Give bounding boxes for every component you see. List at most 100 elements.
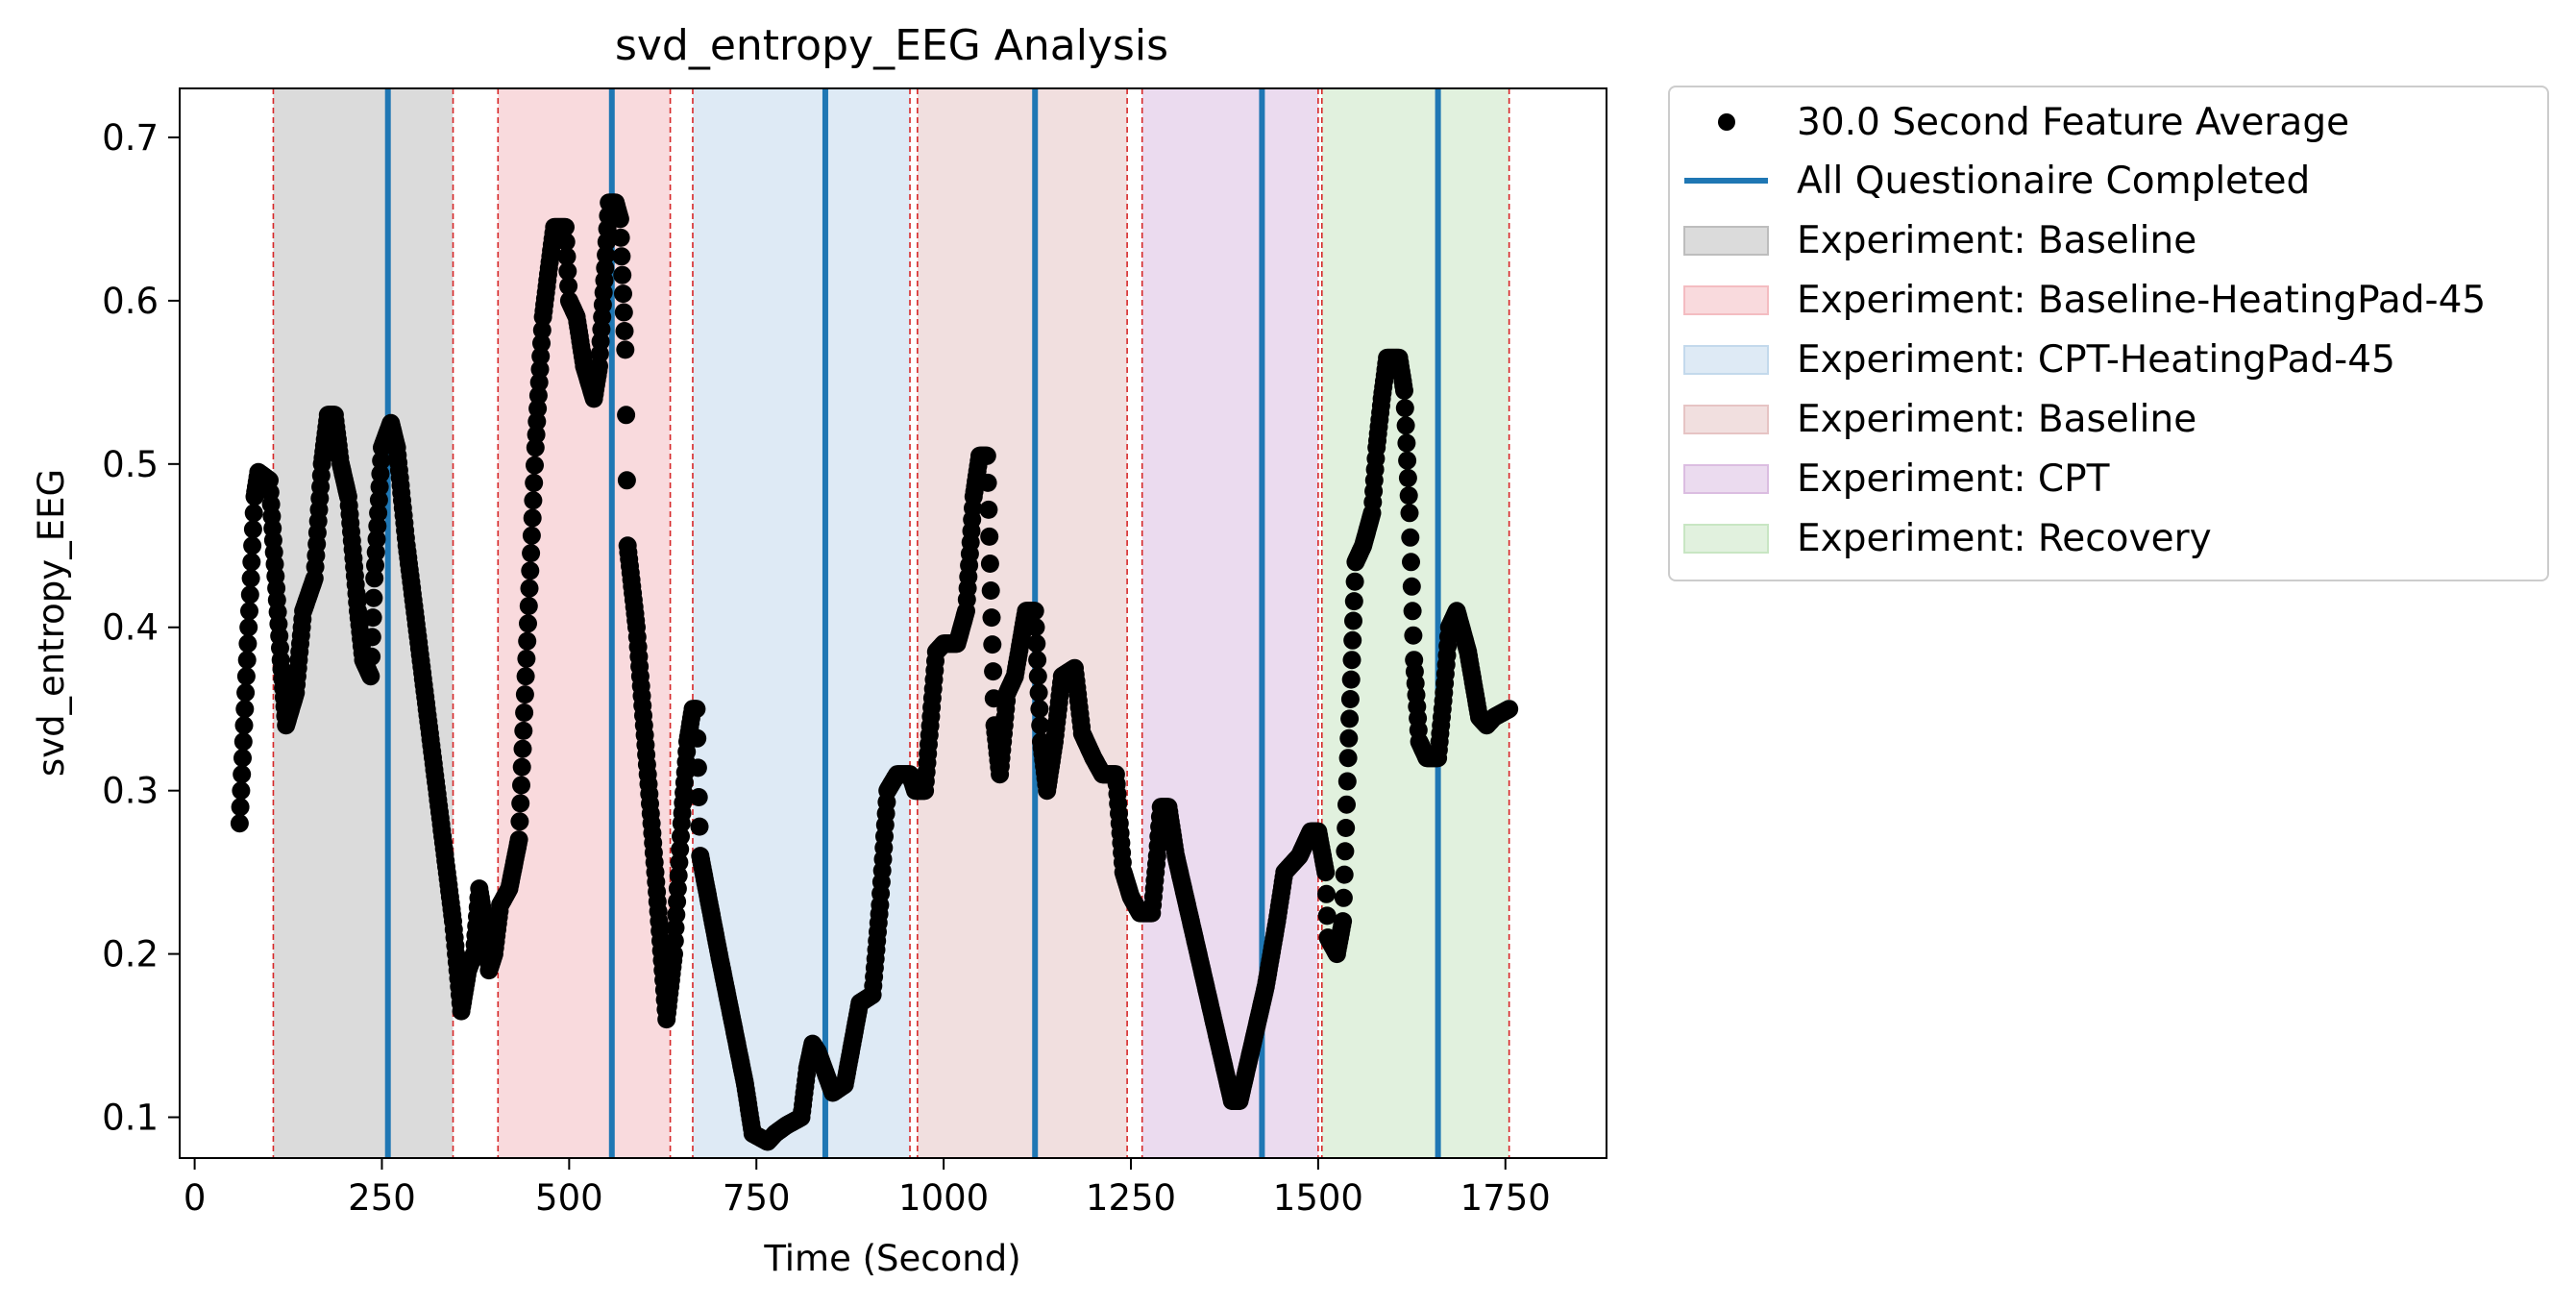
data-point-397	[527, 425, 546, 444]
data-point-1556	[1395, 381, 1413, 400]
data-point-1064	[1026, 618, 1045, 637]
data-point-1490	[1345, 572, 1364, 591]
y-axis-label: svd_entropy_EEG	[31, 469, 72, 777]
data-point-400	[528, 386, 548, 405]
data-point-12	[238, 634, 258, 654]
data-point-1477	[1336, 842, 1355, 861]
data-point-181	[365, 569, 384, 588]
legend: 30.0 Second Feature Average All Question…	[1668, 86, 2549, 581]
data-point-1453	[1317, 906, 1337, 925]
y-tick-label-0.4: 0.4	[102, 607, 159, 649]
data-point-176	[361, 667, 380, 686]
data-point-1558	[1396, 416, 1415, 435]
data-point-405	[532, 321, 552, 339]
chart-title: svd_entropy_EEG Analysis	[615, 21, 1168, 70]
data-point-1567	[1403, 602, 1422, 621]
data-point-390	[522, 544, 541, 563]
data-point-382	[515, 685, 534, 704]
data-point-584	[667, 905, 686, 925]
data-point-1003	[980, 555, 999, 573]
data-point-404	[532, 333, 551, 353]
legend-swatch-phase-4	[1683, 405, 1769, 434]
y-tick-label-0.1: 0.1	[102, 1098, 159, 1139]
data-point-187	[369, 490, 388, 509]
data-point-19	[243, 520, 262, 539]
y-axis: 0.1 0.2 0.3 0.4 0.5 0.6 0.7	[102, 117, 180, 1139]
data-point-612	[688, 728, 707, 748]
data-point-1070	[1031, 716, 1050, 735]
data-point-1002	[980, 527, 999, 546]
data-point-182	[366, 555, 384, 575]
data-point-394	[525, 473, 544, 492]
data-point-14	[240, 602, 258, 621]
data-point-399	[528, 399, 548, 418]
data-point-385	[518, 631, 537, 651]
data-point-440	[559, 277, 578, 296]
legend-swatch-phase-2	[1683, 285, 1769, 315]
data-point-1484	[1340, 690, 1360, 708]
data-point-611	[687, 700, 706, 719]
data-point-7	[234, 716, 254, 735]
y-tick-label-0.3: 0.3	[102, 771, 159, 812]
data-point-510	[611, 228, 630, 247]
data-point-379	[513, 739, 532, 758]
data-point-1068	[1029, 683, 1048, 703]
data-point-1565	[1402, 553, 1420, 572]
data-point-188	[370, 478, 389, 497]
data-point-1475	[1334, 888, 1353, 907]
data-point-516	[616, 340, 635, 359]
x-tick-label-250: 250	[348, 1177, 416, 1219]
y-tick-label-0.5: 0.5	[102, 444, 159, 485]
data-point-517	[617, 406, 636, 425]
data-point-1006	[983, 635, 1002, 654]
data-point-383	[516, 667, 535, 686]
data-point-185	[368, 516, 387, 535]
legend-swatch-phase-1	[1683, 226, 1769, 256]
data-point-437	[556, 233, 576, 252]
data-point-9	[236, 683, 256, 703]
data-point-1007	[984, 662, 1003, 681]
data-point-514	[614, 303, 633, 322]
data-point-436	[556, 217, 575, 236]
data-point-1488	[1344, 611, 1362, 630]
plot-frame	[179, 87, 1607, 1159]
data-point-1487	[1343, 630, 1362, 650]
legend-label-points: 30.0 Second Feature Average	[1797, 101, 2349, 144]
data-point-377	[512, 776, 530, 795]
data-point-1483	[1340, 709, 1360, 728]
x-tick-label-500: 500	[535, 1177, 603, 1219]
legend-swatch-phase-3	[1683, 345, 1769, 375]
data-point-402	[530, 359, 550, 379]
data-point-395	[526, 456, 544, 475]
data-point-10	[236, 667, 256, 686]
data-point-1067	[1028, 667, 1047, 686]
data-point-190	[372, 451, 391, 470]
data-point-492	[598, 219, 617, 238]
y-tick-label-0.7: 0.7	[102, 117, 159, 159]
x-tick-label-1250: 1250	[1086, 1177, 1176, 1219]
y-tick-label-0.6: 0.6	[102, 281, 159, 322]
data-point-1480	[1337, 772, 1357, 791]
data-point-386	[519, 614, 537, 633]
data-point-389	[521, 561, 540, 580]
x-tick-label-1000: 1000	[898, 1177, 989, 1219]
legend-swatch-phase-5	[1683, 464, 1769, 494]
data-point-491	[597, 233, 616, 252]
data-point-1489	[1344, 592, 1363, 611]
data-point-16	[241, 569, 260, 588]
data-point-391	[522, 526, 541, 545]
legend-marker-points	[1718, 113, 1735, 131]
data-point-490	[597, 245, 616, 264]
data-point-5	[233, 749, 252, 768]
data-point-3	[232, 781, 251, 801]
data-point-179	[363, 608, 382, 628]
data-point-1564	[1401, 528, 1420, 547]
legend-label-phase-4: Experiment: Baseline	[1797, 398, 2196, 441]
data-point-178	[362, 628, 381, 647]
x-tick-label-1750: 1750	[1460, 1177, 1551, 1219]
data-point-489	[596, 259, 615, 278]
data-point-380	[514, 721, 533, 740]
data-point-388	[520, 579, 539, 598]
data-point-381	[515, 703, 534, 722]
